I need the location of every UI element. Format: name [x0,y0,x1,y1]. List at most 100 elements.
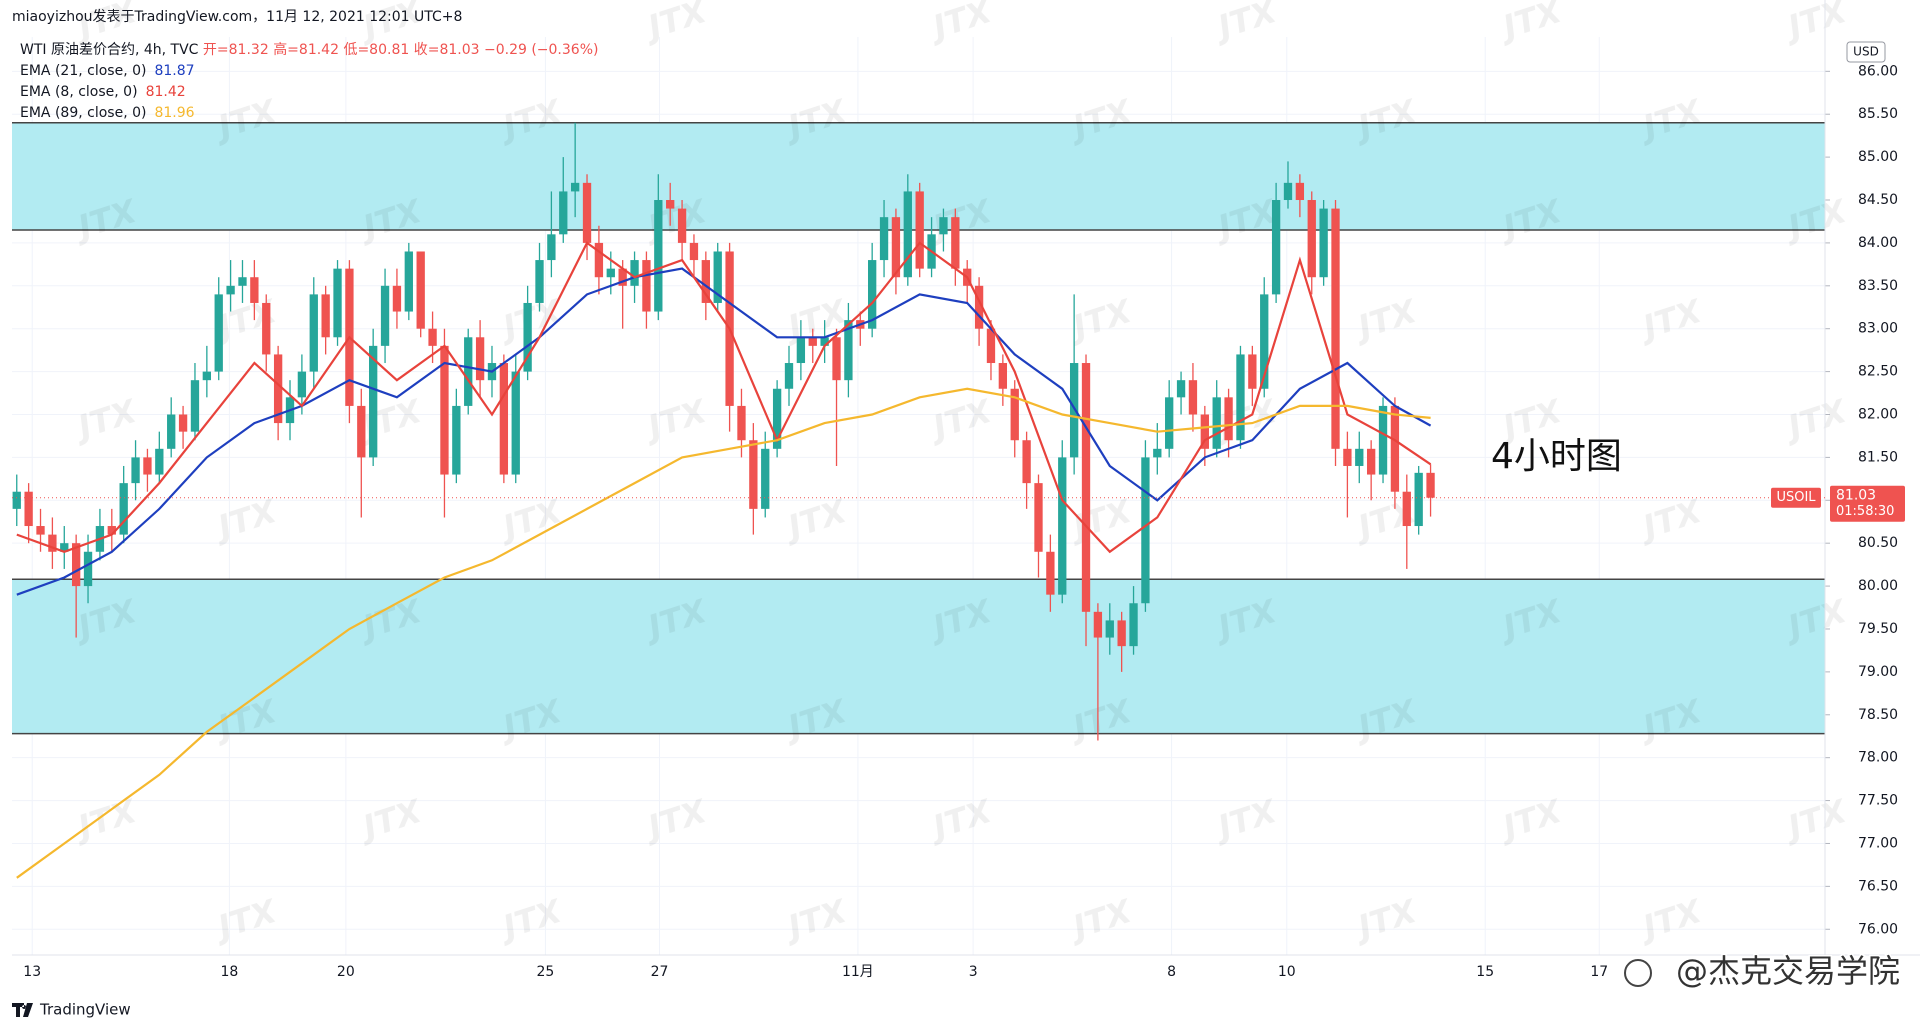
plot [12,122,1435,879]
candle-body [654,200,663,312]
candle-body [71,543,81,587]
candle-body [1331,208,1340,449]
candle-body [440,345,449,475]
ema-name: EMA (8, close, 0) [20,84,138,100]
candle-body [190,380,200,432]
candle-body [606,268,615,278]
candle-body [1378,405,1388,475]
symbol-legend: WTI 原油差价合约, 4h, TVC 开=81.32 高=81.42 低=80… [20,41,598,58]
candle-body [820,337,829,346]
y-tick-label: 83.50 [1858,278,1898,294]
candle-body [784,363,794,389]
candle-body [1141,457,1150,604]
candle-body [1307,200,1316,278]
candle-body [262,302,271,355]
candle-body [1093,611,1103,638]
x-tick-label: 3 [969,964,978,980]
candle-body [333,268,342,338]
candle-body [202,371,212,381]
candle-body [499,363,509,475]
x-tick-label: 10 [1278,964,1296,980]
candle-body [1414,472,1423,527]
candle-body [297,371,307,398]
x-tick-label: 11月 [842,964,874,980]
candle-body [1271,200,1281,295]
candle-body [273,354,283,424]
y-tick-label: 76.50 [1858,878,1898,894]
candle-body [214,294,223,372]
symbol-badge [1771,487,1821,508]
candle-body [618,268,627,286]
candle-body [808,337,817,346]
open-value: 开=81.32 [203,42,269,58]
currency-box [1846,41,1886,63]
candle-body [1022,440,1031,484]
candle-body [642,260,651,312]
y-tick-label: 82.00 [1858,406,1898,422]
watermark-icon [1624,959,1652,987]
candle-body [594,242,604,278]
candle-body [178,414,188,432]
price-badge [1830,485,1905,522]
x-tick-label: 8 [1167,964,1176,980]
y-tick-label: 80.00 [1858,578,1898,594]
candle-body [428,328,437,346]
ema-line [16,387,1431,879]
ema-name: EMA (21, close, 0) [20,63,146,79]
candle-body [761,448,770,509]
attribution: miaoyizhou发表于TradingView.com，11月 12, 202… [12,9,462,25]
y-tick-label: 79.00 [1858,664,1898,680]
x-tick-label: 20 [337,964,355,980]
candle-body [392,285,402,312]
candle-body [559,191,568,235]
x-tick-label: 13 [23,964,41,980]
candle-body [48,534,57,552]
candle-body [1212,397,1221,449]
candle-body [951,217,960,269]
tradingview-icon [12,1003,33,1017]
y-tick-label: 84.00 [1858,235,1898,251]
candle-body [1010,388,1019,441]
ema-legend: EMA (21, close, 0) 81.87 [20,63,195,79]
candle-body [226,285,235,295]
ema-name: EMA (89, close, 0) [20,105,146,121]
candle-body [107,526,116,535]
candle-body [879,217,889,261]
candle-body [404,251,413,312]
y-tick-label: 82.50 [1858,364,1898,380]
y-tick-label: 77.00 [1858,835,1898,851]
candle-body [1034,483,1043,552]
candle-body [1260,294,1269,389]
candle-body [844,320,853,381]
x-tick-label: 25 [537,964,555,980]
low-value: 低=80.81 [343,42,409,58]
symbol-label: USOIL [1776,490,1816,505]
candle-body [689,242,699,261]
candle-body [523,302,532,372]
candle-body [167,414,176,449]
candle-body [582,182,592,243]
candle-body [1200,414,1209,449]
y-tick-label: 85.00 [1858,149,1898,165]
candle-body [12,491,21,509]
candle-body [1426,472,1435,498]
candle-body [1117,620,1126,647]
high-value: 高=81.42 [273,41,339,58]
candle-body [119,483,128,535]
candle-body [891,217,901,278]
ema-value: 81.42 [146,84,186,100]
candle-body [749,440,758,509]
candle-body [238,277,247,286]
candle-body [1295,182,1305,201]
candle-body [986,328,996,364]
y-tick-label: 76.00 [1858,921,1898,937]
candle-body [1319,208,1328,278]
y-tick-label: 79.50 [1858,621,1898,637]
candle-body [321,294,330,338]
candle-body [1248,354,1257,389]
y-tick-label: 78.00 [1858,750,1898,766]
candle-body [796,337,806,364]
candle-body [357,405,366,458]
candle-body [737,405,746,441]
